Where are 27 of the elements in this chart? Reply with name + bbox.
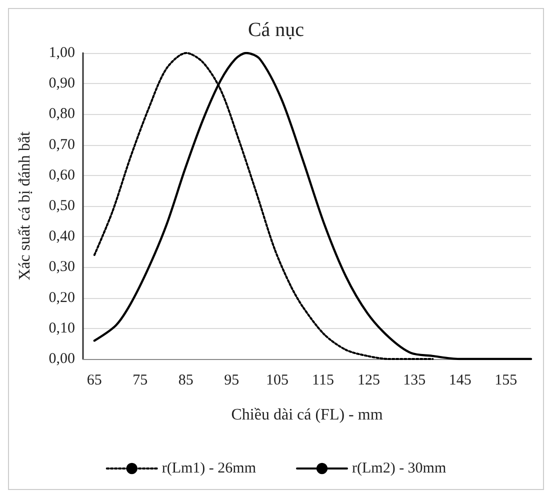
y-tick-label: 0,60 — [48, 167, 75, 184]
x-tick-label: 65 — [86, 372, 102, 388]
x-tick-label: 85 — [178, 372, 194, 388]
y-tick-label: 0,10 — [48, 320, 75, 336]
y-tick-label: 0,50 — [48, 198, 75, 214]
chart-title: Cá nục — [248, 19, 304, 41]
legend-label: r(Lm2) - 30mm — [352, 460, 446, 476]
line-series — [93, 52, 532, 360]
x-tick-label: 155 — [494, 372, 518, 388]
y-tick-label: 1,00 — [48, 45, 75, 61]
y-axis-title: Xác suất cá bị đánh bắt — [16, 131, 34, 280]
x-tick-label: 75 — [132, 372, 148, 388]
x-tick-label: 115 — [312, 372, 334, 388]
x-tick-label: 95 — [224, 372, 240, 388]
x-axis-title: Chiều dài cá (FL) - mm — [231, 406, 384, 424]
x-tick-label: 125 — [357, 372, 380, 388]
y-tick-label: 0,30 — [48, 259, 75, 276]
y-tick-label: 0,70 — [48, 136, 75, 153]
y-tick-label: 0,80 — [48, 106, 75, 122]
x-tick-label: 105 — [266, 372, 289, 388]
y-tick-label: 0,90 — [48, 76, 75, 92]
y-tick-label: 0,00 — [48, 351, 75, 367]
y-tick-label: 0,20 — [48, 290, 75, 306]
legend-label: r(Lm1) - 26mm — [162, 460, 256, 476]
y-tick-label: 0,40 — [48, 228, 75, 245]
x-tick-label: 135 — [403, 372, 426, 388]
x-tick-label: 145 — [448, 372, 472, 388]
